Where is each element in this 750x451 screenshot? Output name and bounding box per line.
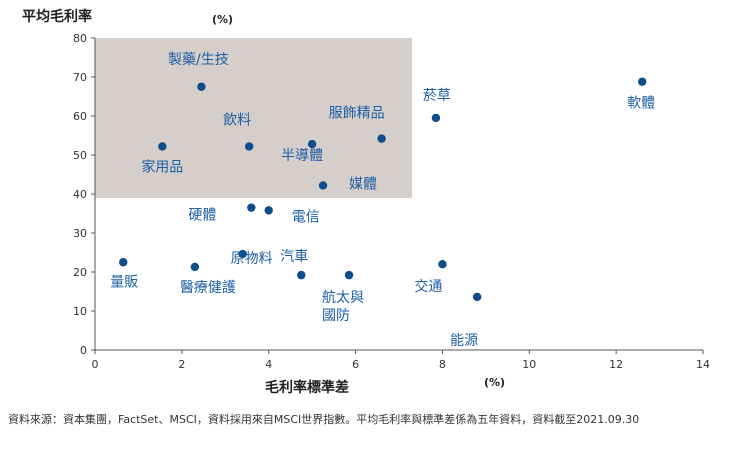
source-footnote: 資料來源：資本集團，FactSet、MSCI，資料採用來自MSCI世界指數。平均… xyxy=(8,413,640,426)
point-label: 航太與國防 xyxy=(322,290,364,324)
data-point xyxy=(318,181,328,190)
x-tick-label: 2 xyxy=(178,358,185,371)
y-axis-title: 平均毛利率 xyxy=(22,8,92,25)
y-tick-label: 30 xyxy=(73,227,87,240)
data-point xyxy=(638,77,647,86)
data-point xyxy=(158,142,167,151)
data-point xyxy=(377,134,386,143)
point-label: 能源 xyxy=(450,333,478,349)
y-tick-label: 40 xyxy=(73,188,87,201)
y-tick-label: 50 xyxy=(73,149,87,162)
x-tick-label: 0 xyxy=(92,358,99,371)
data-point xyxy=(264,206,273,215)
x-tick-label: 12 xyxy=(609,358,623,371)
point-label: 電信 xyxy=(292,209,320,225)
y-tick-label: 80 xyxy=(73,32,87,45)
data-point xyxy=(344,270,354,280)
data-point xyxy=(297,270,306,280)
data-point xyxy=(244,142,254,151)
data-point xyxy=(247,203,256,212)
point-label: 量販 xyxy=(110,274,138,290)
data-point xyxy=(197,82,206,91)
y-tick-label: 20 xyxy=(73,266,87,279)
y-axis-unit: (%) xyxy=(212,13,233,26)
point-label: 交通 xyxy=(414,278,442,295)
point-label: 製藥/生技 xyxy=(168,52,229,68)
point-label: 醫療健護 xyxy=(180,279,236,296)
point-label: 硬體 xyxy=(188,208,216,224)
highlight-region xyxy=(95,38,413,198)
point-label: 菸草 xyxy=(423,88,451,104)
y-tick-label: 60 xyxy=(73,110,87,123)
data-point xyxy=(472,292,482,302)
y-tick-label: 70 xyxy=(73,71,87,84)
x-tick-label: 4 xyxy=(265,358,272,371)
data-points xyxy=(119,77,647,302)
point-label: 服飾精品 xyxy=(329,106,385,122)
data-point xyxy=(431,113,441,123)
point-labels: 製藥/生技家用品 飲料 服飾精品 菸草軟體半導體媒體硬體 電信原物料 汽車航太與國防 量販 醫… xyxy=(110,52,655,349)
y-tick-label: 0 xyxy=(80,344,87,357)
x-tick-label: 10 xyxy=(522,358,536,371)
y-axis-ticks: 0 10 20 30 40 50 60 70 80 xyxy=(73,32,95,357)
data-point xyxy=(119,258,128,267)
point-label: 半導體 xyxy=(281,148,323,164)
x-axis-unit: (%) xyxy=(484,376,505,389)
y-tick-label: 10 xyxy=(73,305,87,318)
point-label: 媒體 xyxy=(349,176,377,192)
data-point xyxy=(238,249,247,259)
x-tick-label: 8 xyxy=(439,358,446,371)
point-label: 家用品 xyxy=(141,158,183,175)
x-tick-label: 14 xyxy=(696,358,710,371)
data-point xyxy=(438,260,447,269)
x-axis-ticks: 0 2 4 6 8 10 12 14 xyxy=(92,350,710,371)
data-point xyxy=(190,262,200,272)
x-axis-title: 毛利率標準差 xyxy=(265,379,349,396)
point-label: 汽車 xyxy=(280,248,308,265)
point-label: 飲料 xyxy=(223,112,251,128)
data-point xyxy=(307,139,317,149)
point-label: 軟體 xyxy=(627,96,655,112)
point-label: 原物料 xyxy=(231,251,273,267)
x-tick-label: 6 xyxy=(352,358,359,371)
